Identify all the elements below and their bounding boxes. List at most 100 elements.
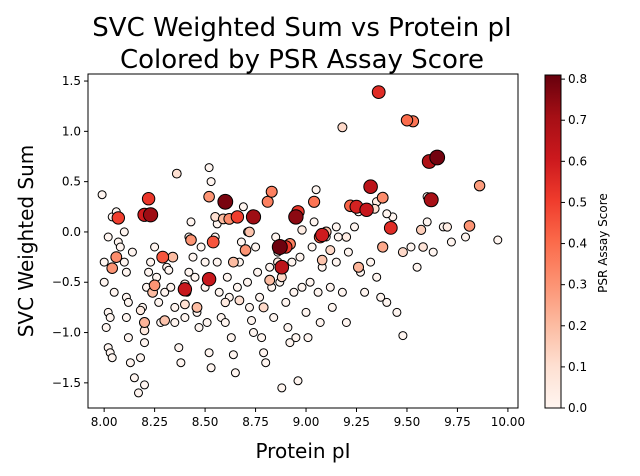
colorbar-tick-label: 0.5 <box>568 195 587 209</box>
data-point <box>101 323 111 332</box>
data-point <box>245 209 262 225</box>
data-point <box>473 180 486 192</box>
data-point <box>234 295 245 306</box>
data-point <box>239 244 252 256</box>
data-point <box>190 272 200 282</box>
data-point <box>371 85 386 99</box>
data-point <box>297 225 307 235</box>
data-point <box>140 338 149 348</box>
data-point <box>406 242 416 252</box>
data-point <box>311 185 321 195</box>
data-point <box>110 251 123 264</box>
data-point <box>212 257 222 267</box>
data-point <box>201 272 217 287</box>
data-point <box>463 220 476 232</box>
data-point <box>325 245 336 256</box>
data-point <box>174 343 184 353</box>
x-tick-label: 10.00 <box>491 415 525 429</box>
data-point <box>139 317 150 328</box>
data-point <box>160 287 170 297</box>
y-tick-label: 0.5 <box>62 175 81 189</box>
data-point <box>228 350 238 360</box>
data-point <box>253 267 263 277</box>
x-tick-label: 8.00 <box>91 415 118 429</box>
x-tick-label: 9.50 <box>394 415 421 429</box>
data-point <box>121 313 131 322</box>
data-point <box>228 256 239 268</box>
data-point <box>232 282 242 292</box>
data-point <box>359 202 374 218</box>
data-point <box>135 305 146 316</box>
data-point <box>230 368 240 378</box>
chart-title-line-1: SVC Weighted Sum vs Protein pI <box>92 13 511 43</box>
data-point <box>383 221 398 235</box>
data-point <box>274 259 290 275</box>
data-point <box>185 234 197 246</box>
data-point <box>177 282 193 297</box>
data-point <box>196 242 206 252</box>
colorbar-label: PSR Assay Score <box>596 193 610 293</box>
data-point <box>259 348 269 358</box>
colorbar-tick-label: 0.8 <box>568 72 587 86</box>
data-point <box>261 195 274 208</box>
data-point <box>146 257 156 267</box>
data-point <box>271 239 288 255</box>
data-point <box>119 257 129 267</box>
data-point <box>353 261 364 273</box>
y-tick-label: 0.0 <box>62 225 81 239</box>
data-point <box>154 297 164 307</box>
data-point <box>107 353 117 363</box>
x-tick-label: 8.50 <box>192 415 219 429</box>
data-point <box>99 277 109 287</box>
data-point <box>134 388 143 398</box>
data-point <box>363 179 378 194</box>
data-point <box>400 114 414 127</box>
data-point <box>305 277 315 287</box>
data-point <box>220 297 231 308</box>
data-point <box>206 363 216 373</box>
data-point <box>244 226 255 238</box>
y-axis-ticks: −1.5 −1.0 −0.5 0.0 0.5 1.0 1.5 <box>52 74 88 390</box>
x-tick-label: 9.00 <box>293 415 320 429</box>
data-point <box>281 297 291 307</box>
y-tick-label: −1.5 <box>52 376 81 390</box>
data-point <box>150 242 160 252</box>
data-point <box>257 333 267 343</box>
colorbar-ticks: 0.0 0.1 0.2 0.3 0.4 0.5 0.6 0.7 0.8 <box>561 72 587 415</box>
data-point <box>376 191 389 204</box>
data-point <box>249 328 258 337</box>
data-point <box>214 287 224 297</box>
data-point <box>297 282 307 292</box>
data-point <box>331 257 341 267</box>
colorbar-tick-label: 0.2 <box>568 319 587 333</box>
data-point <box>148 279 161 292</box>
data-point <box>376 292 386 302</box>
data-point <box>204 163 214 173</box>
data-point <box>176 358 186 368</box>
data-point <box>277 383 287 393</box>
data-point <box>159 315 170 326</box>
data-point <box>303 333 313 343</box>
data-point <box>288 209 304 225</box>
data-point <box>283 323 293 332</box>
data-point <box>230 210 245 224</box>
data-point <box>392 307 402 317</box>
data-point <box>291 333 301 343</box>
data-point <box>103 232 113 242</box>
data-point <box>418 242 428 252</box>
data-point <box>123 297 133 307</box>
data-point <box>341 232 352 242</box>
data-point <box>316 254 328 266</box>
data-point <box>350 222 359 232</box>
data-point <box>429 149 446 166</box>
data-point <box>156 250 170 264</box>
data-point <box>412 262 422 272</box>
data-point <box>170 318 180 327</box>
data-point <box>327 302 337 312</box>
data-point <box>341 318 351 327</box>
data-point <box>308 195 321 208</box>
data-point <box>493 235 503 245</box>
x-tick-label: 9.25 <box>343 415 370 429</box>
y-tick-label: 1.5 <box>62 74 81 88</box>
data-point <box>382 297 392 307</box>
